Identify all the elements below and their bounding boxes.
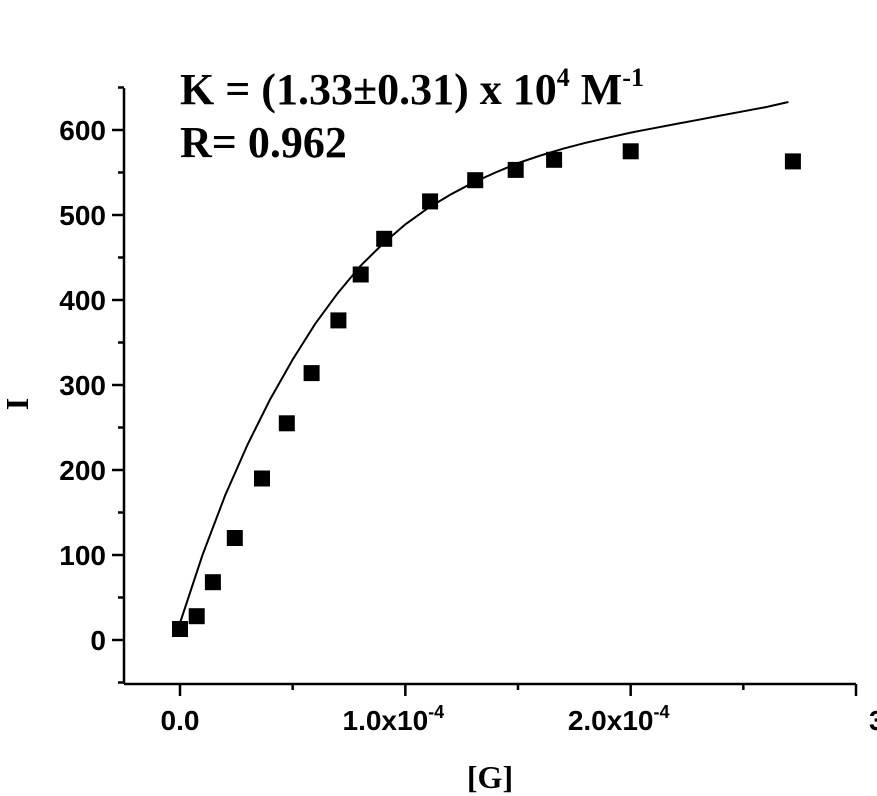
data-point bbox=[376, 230, 393, 247]
x-axis bbox=[124, 682, 858, 696]
binding-constant-unit-exponent: -1 bbox=[622, 63, 644, 92]
data-point bbox=[467, 172, 484, 189]
y-tick-label: 400 bbox=[59, 285, 106, 316]
correlation-annotation: R= 0.962 bbox=[180, 118, 347, 167]
x-tick-labels: 0.0 1.0x10-4 2.0x10-4 3.0x1 bbox=[161, 702, 877, 736]
data-points bbox=[172, 143, 801, 637]
binding-constant-text: K = (1.33±0.31) x 10 bbox=[180, 65, 557, 114]
data-point bbox=[303, 365, 320, 382]
x-tick-label: 0.0 bbox=[161, 705, 200, 736]
y-axis bbox=[112, 86, 126, 684]
binding-constant-unit: M bbox=[570, 65, 623, 114]
x-tick-label: 3.0x1 bbox=[869, 705, 877, 736]
data-point bbox=[622, 143, 639, 160]
x-axis-title: [G] bbox=[467, 759, 513, 795]
data-point bbox=[188, 608, 205, 625]
y-tick-label: 600 bbox=[59, 115, 106, 146]
y-tick-label: 300 bbox=[59, 370, 106, 401]
binding-constant-annotation: K = (1.33±0.31) x 104 M-1 bbox=[180, 63, 644, 114]
fit-curve-path bbox=[179, 101, 789, 624]
data-point bbox=[784, 153, 801, 170]
data-point bbox=[226, 530, 243, 546]
x-tick-label: 2.0x10-4 bbox=[568, 702, 670, 736]
data-point bbox=[352, 266, 369, 283]
data-point bbox=[172, 621, 188, 637]
x-tick-label: 1.0x10-4 bbox=[343, 702, 445, 736]
y-axis-title: I bbox=[0, 398, 35, 410]
y-tick-label: 0 bbox=[90, 625, 106, 656]
data-point bbox=[254, 470, 270, 487]
y-tick-label: 100 bbox=[59, 540, 106, 571]
y-tick-labels: 0 100 200 300 400 500 600 bbox=[59, 115, 106, 656]
data-point bbox=[546, 151, 563, 168]
data-point bbox=[278, 415, 295, 432]
data-point bbox=[422, 193, 439, 210]
binding-constant-exponent: 4 bbox=[557, 63, 570, 92]
data-point bbox=[330, 312, 347, 329]
data-point bbox=[204, 574, 221, 591]
data-point bbox=[507, 161, 524, 178]
y-tick-label: 200 bbox=[59, 455, 106, 486]
fit-curve bbox=[179, 101, 789, 624]
y-tick-label: 500 bbox=[59, 200, 106, 231]
